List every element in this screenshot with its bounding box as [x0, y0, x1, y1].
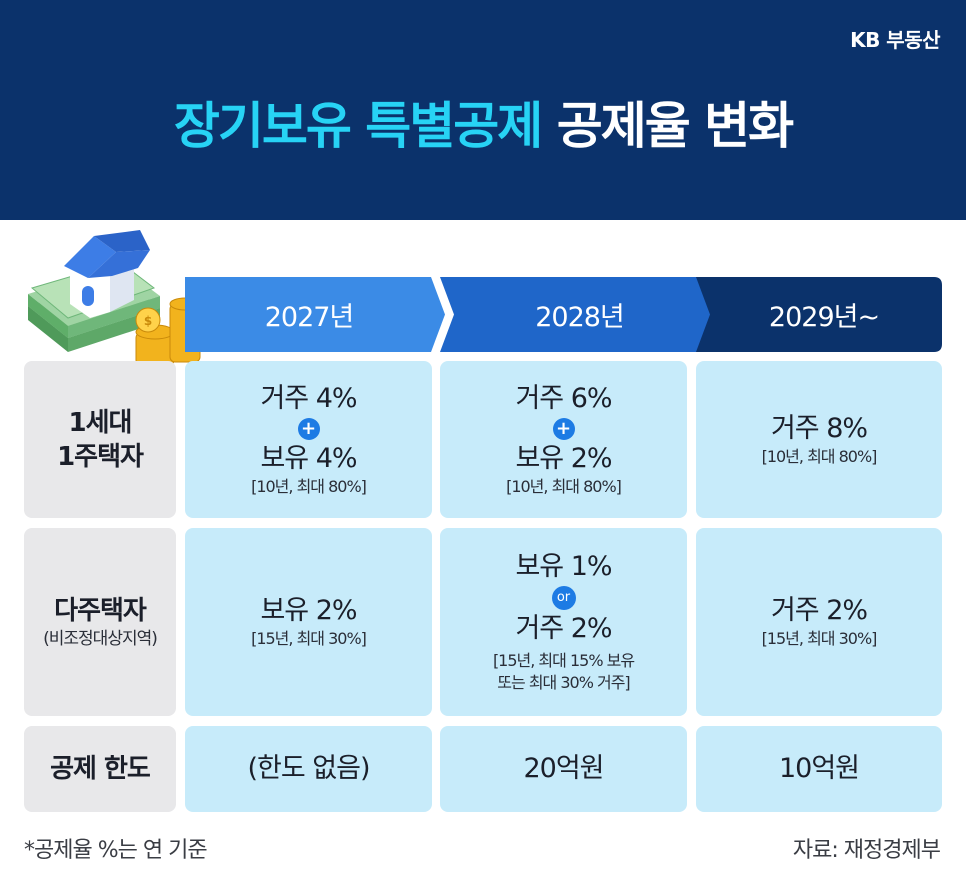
cell-limit-2029: 10억원	[696, 726, 942, 812]
cell-single-2029: 거주 8% [10년, 최대 80%]	[696, 361, 942, 518]
svg-text:$: $	[144, 314, 152, 328]
cell-multi-2029: 거주 2% [15년, 최대 30%]	[696, 528, 942, 716]
brand-logo: KB 부동산	[850, 28, 940, 52]
plus-icon: +	[552, 417, 575, 440]
cell-multi-2027: 보유 2% [15년, 최대 30%]	[185, 528, 432, 716]
row-label-multi-home: 다주택자 (비조정대상지역)	[24, 528, 176, 716]
cell-limit-2027: (한도 없음)	[185, 726, 432, 812]
cell-limit-2028: 20억원	[440, 726, 687, 812]
year-header-2029: 2029년~	[696, 277, 942, 352]
title-highlight: 장기보유 특별공제	[173, 97, 543, 155]
page-title: 장기보유 특별공제 공제율 변화	[0, 96, 966, 156]
or-badge: or	[551, 586, 576, 610]
house-cash-coins-icon: $	[28, 230, 201, 367]
cell-single-2028: 거주 6% + 보유 2% [10년, 최대 80%]	[440, 361, 687, 518]
row-label-deduction-limit: 공제 한도	[24, 726, 176, 812]
cell-multi-2028: 보유 1% or 거주 2% [15년, 최대 15% 보유 또는 최대 30%…	[440, 528, 687, 716]
source-credit: 자료: 재정경제부	[792, 838, 941, 863]
row-label-single-home: 1세대 1주택자	[24, 361, 176, 518]
header-banner: KB 부동산 장기보유 특별공제 공제율 변화	[0, 0, 966, 220]
footnote: *공제율 %는 연 기준	[24, 838, 208, 863]
year-header-2028: 2028년	[440, 277, 715, 352]
cell-single-2027: 거주 4% + 보유 4% [10년, 최대 80%]	[185, 361, 432, 518]
title-rest: 공제율 변화	[556, 97, 794, 155]
plus-icon: +	[297, 417, 320, 440]
year-header-2027: 2027년	[185, 277, 445, 352]
